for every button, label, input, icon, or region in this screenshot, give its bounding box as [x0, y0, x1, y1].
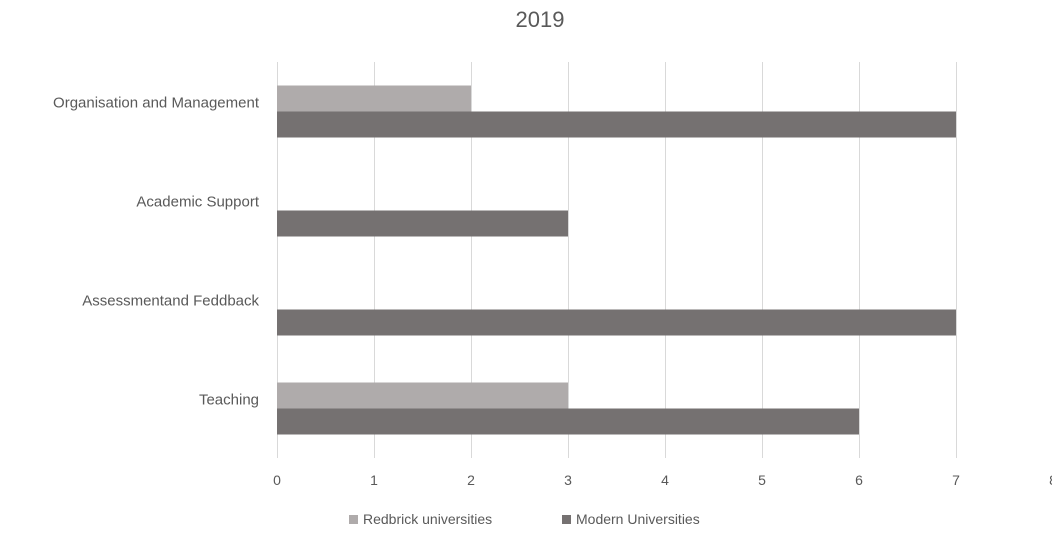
legend-swatch [349, 515, 358, 524]
tick-label: 7 [952, 472, 960, 488]
chart-title: 2019 [516, 7, 565, 32]
category-labels: Organisation and Management Academic Supp… [53, 94, 260, 408]
x-axis-tick-labels: 0 1 2 3 4 5 6 7 8 [273, 472, 1052, 488]
tick-label: 0 [273, 472, 281, 488]
tick-label: 2 [467, 472, 475, 488]
tick-label: 8 [1049, 472, 1052, 488]
tick-label: 3 [564, 472, 572, 488]
legend-swatch [562, 515, 571, 524]
category-label: Organisation and Management [53, 94, 260, 111]
tick-label: 5 [758, 472, 766, 488]
bar [277, 382, 568, 409]
legend-label: Modern Universities [576, 511, 700, 527]
tick-label: 6 [855, 472, 863, 488]
legend-label: Redbrick universities [363, 511, 492, 527]
bar [277, 85, 471, 112]
bars [277, 85, 956, 435]
category-label: Teaching [199, 391, 259, 408]
bar [277, 210, 568, 237]
bar [277, 111, 956, 138]
category-label: Assessmentand Feddback [82, 292, 259, 309]
category-label: Academic Support [136, 193, 259, 210]
legend: Redbrick universities Modern Universities [349, 511, 700, 527]
tick-label: 4 [661, 472, 669, 488]
bar [277, 408, 859, 435]
bar [277, 309, 956, 336]
tick-label: 1 [370, 472, 378, 488]
